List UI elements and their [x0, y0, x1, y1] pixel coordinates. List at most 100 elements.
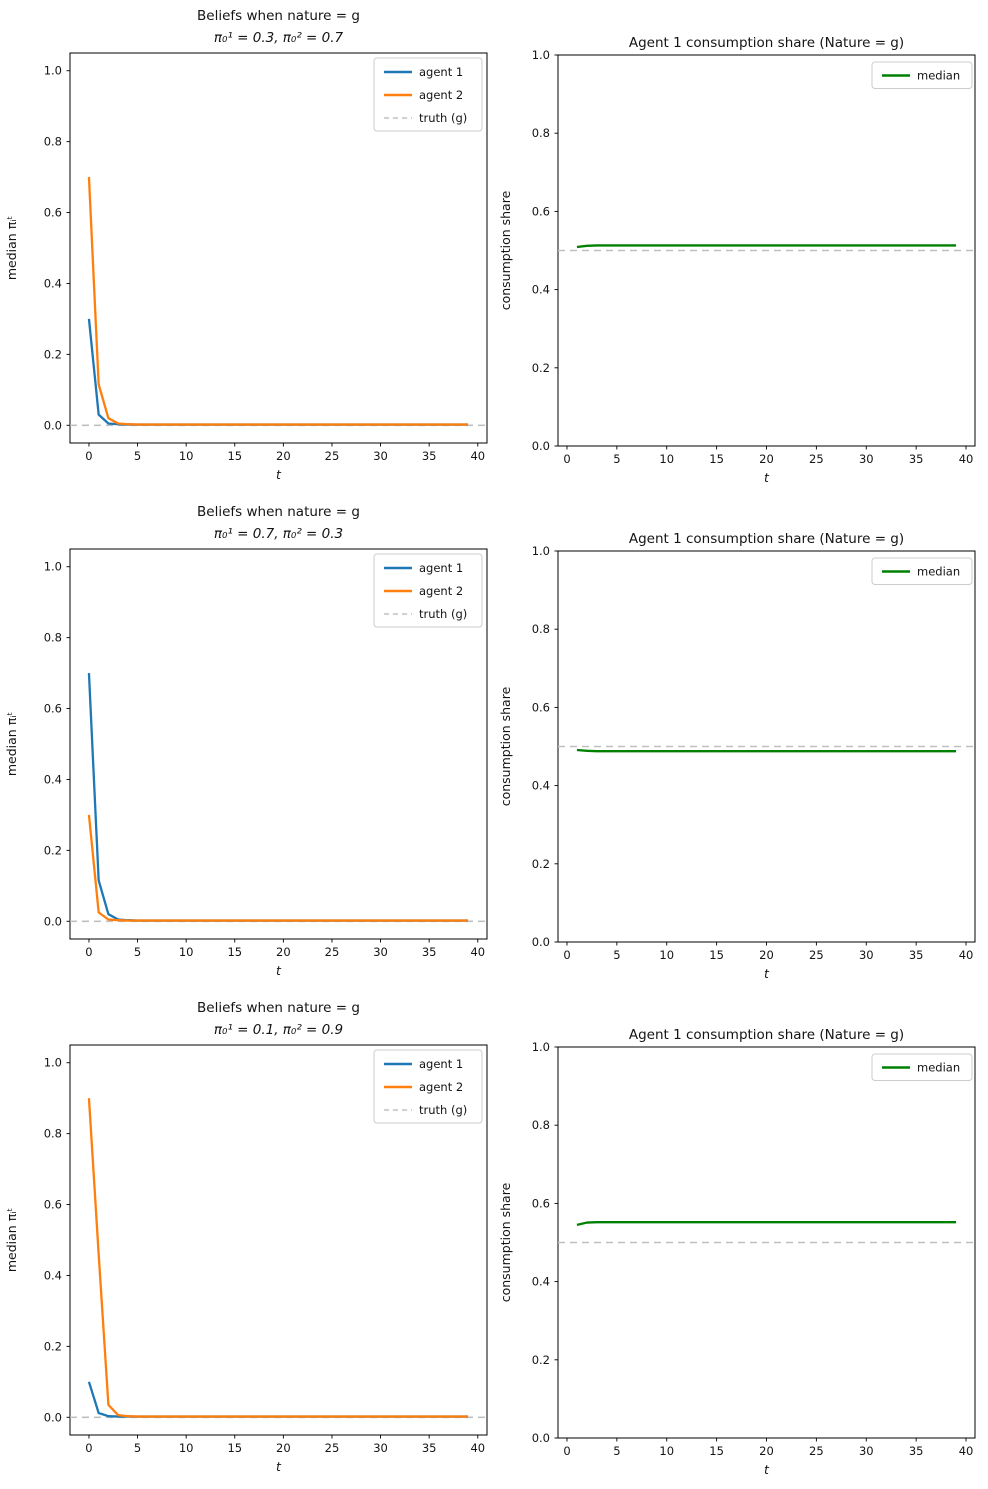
chart-svg-beliefs-row2: 0 5 10 15 20 25 30 35 40 0.0 0.2 0.4 0.6 0.8 1.0 t media…	[4, 504, 488, 978]
y-axis-label: consumption share	[498, 190, 513, 310]
legend: median	[871, 1053, 973, 1081]
x-tick-label: 0	[85, 449, 92, 463]
x-tick-label: 5	[613, 452, 620, 466]
x-tick-label: 20	[759, 452, 774, 466]
chart-svg-consumption-row2: 0 5 10 15 20 25 30 35 40 0.0 0.2 0.4 0.6 0.8 1.0 t consu…	[498, 531, 976, 981]
x-tick-label: 35	[909, 948, 924, 962]
x-tick-label: 5	[613, 1444, 620, 1458]
x-tick-label: 5	[134, 449, 141, 463]
series-line-agent-2	[87, 1098, 469, 1418]
x-tick-label: 0	[563, 948, 570, 962]
subplot-consumption-row2: 0 5 10 15 20 25 30 35 40 0.0 0.2 0.4 0.6 0.8 1.0 t consu…	[494, 496, 988, 992]
chart-subtitle: π₀¹ = 0.1, π₀² = 0.9	[214, 1022, 343, 1038]
legend-label: median	[917, 565, 960, 579]
y-tick-label: 0.8	[532, 622, 550, 636]
x-tick-label: 30	[373, 945, 388, 959]
chart-title: Agent 1 consumption share (Nature = g)	[629, 1027, 904, 1043]
x-tick-label: 0	[85, 945, 92, 959]
x-tick-label: 20	[276, 449, 291, 463]
y-axis-label: median πᵢᵗ	[4, 216, 19, 280]
x-tick-label: 25	[809, 1444, 824, 1458]
x-tick-label: 15	[709, 1444, 724, 1458]
x-tick-label: 5	[613, 948, 620, 962]
series-line-agent-2	[87, 177, 469, 426]
y-tick-label: 0.8	[44, 135, 62, 149]
x-tick-label: 40	[470, 449, 485, 463]
y-axis-label: median πᵢᵗ	[4, 712, 19, 776]
legend: median	[871, 557, 973, 585]
subplot-beliefs-row3: 0 5 10 15 20 25 30 35 40 0.0 0.2 0.4 0.6 0.8 1.0 t media…	[0, 992, 494, 1488]
y-tick-label: 0.6	[44, 702, 62, 716]
y-tick-label: 0.4	[44, 276, 62, 290]
x-axis-label: t	[764, 1462, 770, 1477]
y-tick-label: 1.0	[44, 560, 62, 574]
x-tick-label: 40	[959, 1444, 974, 1458]
chart-title: Beliefs when nature = g	[197, 1000, 360, 1016]
x-tick-label: 15	[227, 1441, 242, 1455]
y-tick-label: 0.0	[44, 418, 62, 432]
y-tick-label: 0.6	[44, 1198, 62, 1212]
y-tick-label: 0.0	[532, 439, 550, 453]
x-tick-label: 15	[227, 449, 242, 463]
y-tick-label: 0.4	[44, 772, 62, 786]
chart-svg-consumption-row1: 0 5 10 15 20 25 30 35 40 0.0 0.2 0.4 0.6 0.8 1.0 t consu…	[498, 35, 976, 485]
x-axis-label: t	[764, 470, 770, 485]
y-tick-label: 0.2	[44, 843, 62, 857]
y-tick-label: 0.4	[532, 1275, 550, 1289]
x-axis-label: t	[276, 1459, 282, 1474]
y-tick-label: 0.4	[532, 779, 550, 793]
x-tick-label: 10	[659, 948, 674, 962]
x-tick-label: 35	[422, 449, 437, 463]
x-tick-label: 25	[325, 945, 340, 959]
y-tick-label: 0.4	[44, 1268, 62, 1282]
x-tick-label: 20	[276, 1441, 291, 1455]
x-tick-label: 15	[227, 945, 242, 959]
y-tick-label: 1.0	[44, 1056, 62, 1070]
y-tick-label: 0.2	[532, 1353, 550, 1367]
y-axis-label: consumption share	[498, 1182, 513, 1302]
x-tick-label: 35	[909, 452, 924, 466]
x-axis-label: t	[276, 963, 282, 978]
legend-label: agent 1	[419, 1057, 463, 1071]
y-tick-label: 0.0	[532, 935, 550, 949]
legend-label: truth (g)	[419, 1103, 467, 1117]
legend-label: agent 2	[419, 584, 463, 598]
x-tick-label: 5	[134, 945, 141, 959]
series-line-agent-2	[87, 814, 469, 922]
chart-title: Agent 1 consumption share (Nature = g)	[629, 35, 904, 51]
chart-title: Agent 1 consumption share (Nature = g)	[629, 531, 904, 547]
y-tick-label: 0.2	[532, 857, 550, 871]
x-tick-label: 15	[709, 948, 724, 962]
legend-label: median	[917, 69, 960, 83]
chart-svg-consumption-row3: 0 5 10 15 20 25 30 35 40 0.0 0.2 0.4 0.6 0.8 1.0 t consu…	[498, 1027, 976, 1477]
legend-label: agent 1	[419, 65, 463, 79]
legend: median	[871, 61, 973, 89]
x-tick-label: 35	[422, 945, 437, 959]
legend-box	[373, 553, 483, 628]
series-line-median	[576, 1221, 957, 1227]
x-tick-label: 10	[179, 945, 194, 959]
x-tick-label: 40	[470, 945, 485, 959]
legend: agent 1 agent 2 truth (g)	[373, 57, 483, 132]
y-tick-label: 1.0	[44, 64, 62, 78]
series-line-median	[576, 748, 957, 753]
y-tick-label: 0.0	[44, 914, 62, 928]
legend-box	[871, 557, 973, 585]
x-tick-label: 10	[179, 449, 194, 463]
y-tick-label: 0.6	[532, 700, 550, 714]
y-tick-label: 0.0	[44, 1410, 62, 1424]
x-tick-label: 25	[325, 449, 340, 463]
x-tick-label: 0	[563, 1444, 570, 1458]
chart-subtitle: π₀¹ = 0.7, π₀² = 0.3	[214, 526, 343, 542]
y-tick-label: 0.0	[532, 1431, 550, 1445]
x-tick-label: 30	[373, 449, 388, 463]
x-tick-label: 25	[809, 948, 824, 962]
chart-subtitle: π₀¹ = 0.3, π₀² = 0.7	[214, 30, 344, 46]
y-tick-label: 0.6	[532, 204, 550, 218]
x-tick-label: 20	[759, 948, 774, 962]
y-tick-label: 0.2	[44, 347, 62, 361]
legend-box	[373, 1049, 483, 1124]
y-tick-label: 0.6	[44, 206, 62, 220]
chart-title: Beliefs when nature = g	[197, 504, 360, 520]
x-tick-label: 30	[859, 1444, 874, 1458]
